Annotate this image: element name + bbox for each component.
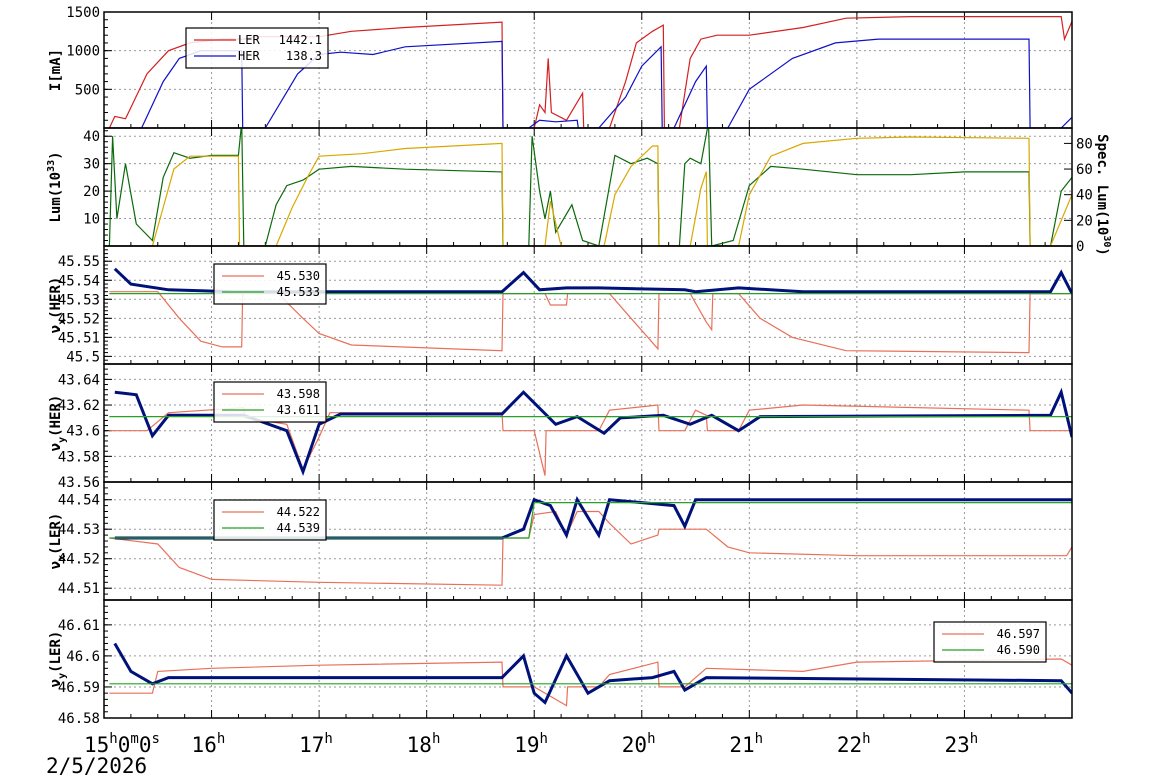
time-tick-label: 19h xyxy=(514,731,548,757)
y-axis-label: I[mA] xyxy=(48,49,64,91)
time-tick-label: 15h0m0s xyxy=(84,731,160,757)
y-tick-label: 1000 xyxy=(66,44,100,60)
date-label: 2/5/2026 xyxy=(46,754,148,778)
legend-box xyxy=(213,263,327,305)
y-tick-label: 46.6 xyxy=(66,649,100,665)
y-axis-label-right: Spec. Lum(1030) xyxy=(1094,134,1112,256)
y-tick-label: 45.5 xyxy=(66,349,100,365)
time-tick-label: 16h xyxy=(192,731,226,757)
series-Lum xyxy=(108,128,1072,246)
series-set xyxy=(109,291,1072,354)
time-tick-label: 22h xyxy=(837,731,871,757)
y-tick-label: 43.6 xyxy=(66,424,100,440)
legend-value: 1442.1 xyxy=(279,33,322,47)
y-axis-label: νy(LER) xyxy=(48,631,68,688)
time-tick-label: 17h xyxy=(299,731,333,757)
time-tick-label: 20h xyxy=(622,731,656,757)
legend-value: 44.522 xyxy=(277,505,320,519)
y-tick-label: 44.52 xyxy=(58,552,100,568)
legend-value: 138.3 xyxy=(286,49,322,63)
y-axis-label: νx(LER) xyxy=(48,513,68,570)
y-tick-label: 45.52 xyxy=(58,311,100,327)
y-tick-label: 45.55 xyxy=(58,254,100,270)
y-axis-label: Lum(1033) xyxy=(46,151,64,222)
series-set xyxy=(109,510,1072,586)
panel-nux_ler: 44.51 44.52 44.53 44.54 νx(LER) 44.522 44.539 xyxy=(48,481,1073,601)
series-meas xyxy=(114,496,1072,540)
panel-nuy_her: 43.5643.5843.643.6243.64νy(HER)43.59843.… xyxy=(48,363,1073,491)
legend: 46.597 46.590 xyxy=(933,621,1047,663)
panel-frame xyxy=(103,599,1073,719)
y-tick-label: 20 xyxy=(83,184,100,200)
legend-value: 45.533 xyxy=(277,285,320,299)
legend-name: LER xyxy=(238,33,260,47)
y-right-tick-label: 40 xyxy=(1076,188,1093,204)
y-tick-label: 43.58 xyxy=(58,449,100,465)
panel-nux_her: 45.5 45.51 45.52 45.53 45.54 45.55 νx(HER) 45.5… xyxy=(48,245,1073,365)
y-tick-label: 43.56 xyxy=(58,475,100,491)
y-tick-label: 45.54 xyxy=(58,273,100,289)
y-tick-label: 40 xyxy=(83,129,100,145)
y-tick-label: 45.51 xyxy=(58,330,100,346)
legend: 43.598 43.611 xyxy=(213,381,327,423)
y-right-tick-label: 20 xyxy=(1076,213,1093,229)
time-tick-label: 18h xyxy=(407,731,441,757)
panel-current: 500 1000 1500 I[mA] LER 1442.1 HER 138.3 xyxy=(48,5,1073,129)
series-HER xyxy=(109,38,1072,128)
legend-box xyxy=(933,621,1047,663)
y-tick-label: 46.58 xyxy=(58,711,100,727)
legend-box xyxy=(213,499,327,541)
y-tick-label: 46.61 xyxy=(58,618,100,634)
legend-value: 43.598 xyxy=(277,387,320,401)
panel-lum: 10 20 30 40 0 20 40 60 80 Lum(1033) Spec. Lum(1030… xyxy=(46,127,1112,256)
legend: LER 1442.1 HER 138.3 xyxy=(185,27,329,69)
series-meas xyxy=(113,642,1072,705)
y-tick-label: 44.53 xyxy=(58,522,100,538)
panel-frame xyxy=(103,127,1073,247)
y-tick-label: 44.51 xyxy=(58,581,100,597)
legend-value: 46.590 xyxy=(997,643,1040,657)
series-set xyxy=(109,658,1072,707)
y-tick-label: 46.59 xyxy=(58,680,100,696)
y-axis-label: νx(HER) xyxy=(48,277,68,334)
legend-name: HER xyxy=(238,49,260,63)
legend-value: 45.530 xyxy=(277,269,320,283)
y-right-tick-label: 0 xyxy=(1076,239,1084,255)
y-tick-label: 45.53 xyxy=(58,292,100,308)
series-Spec. Lum xyxy=(109,136,1072,246)
legend: 44.522 44.539 xyxy=(213,499,327,541)
y-tick-label: 10 xyxy=(83,212,100,228)
legend-value: 46.597 xyxy=(997,627,1040,641)
y-tick-label: 43.62 xyxy=(58,398,100,414)
legend-value: 44.539 xyxy=(277,521,320,535)
y-right-tick-label: 60 xyxy=(1076,162,1093,178)
legend-value: 43.611 xyxy=(277,403,320,417)
legend-box xyxy=(213,381,327,423)
legend-box xyxy=(185,27,329,69)
time-tick-label: 23h xyxy=(944,731,978,757)
y-tick-label: 43.64 xyxy=(58,372,100,388)
legend: 45.530 45.533 xyxy=(213,263,327,305)
y-tick-label: 30 xyxy=(83,157,100,173)
y-right-tick-label: 80 xyxy=(1076,136,1093,152)
y-tick-label: 44.54 xyxy=(58,493,100,509)
y-tick-label: 1500 xyxy=(66,5,100,21)
time-tick-label: 21h xyxy=(729,731,763,757)
y-axis-label: νy(HER) xyxy=(48,395,68,452)
series-meas xyxy=(113,267,1072,295)
y-tick-label: 500 xyxy=(75,82,100,98)
